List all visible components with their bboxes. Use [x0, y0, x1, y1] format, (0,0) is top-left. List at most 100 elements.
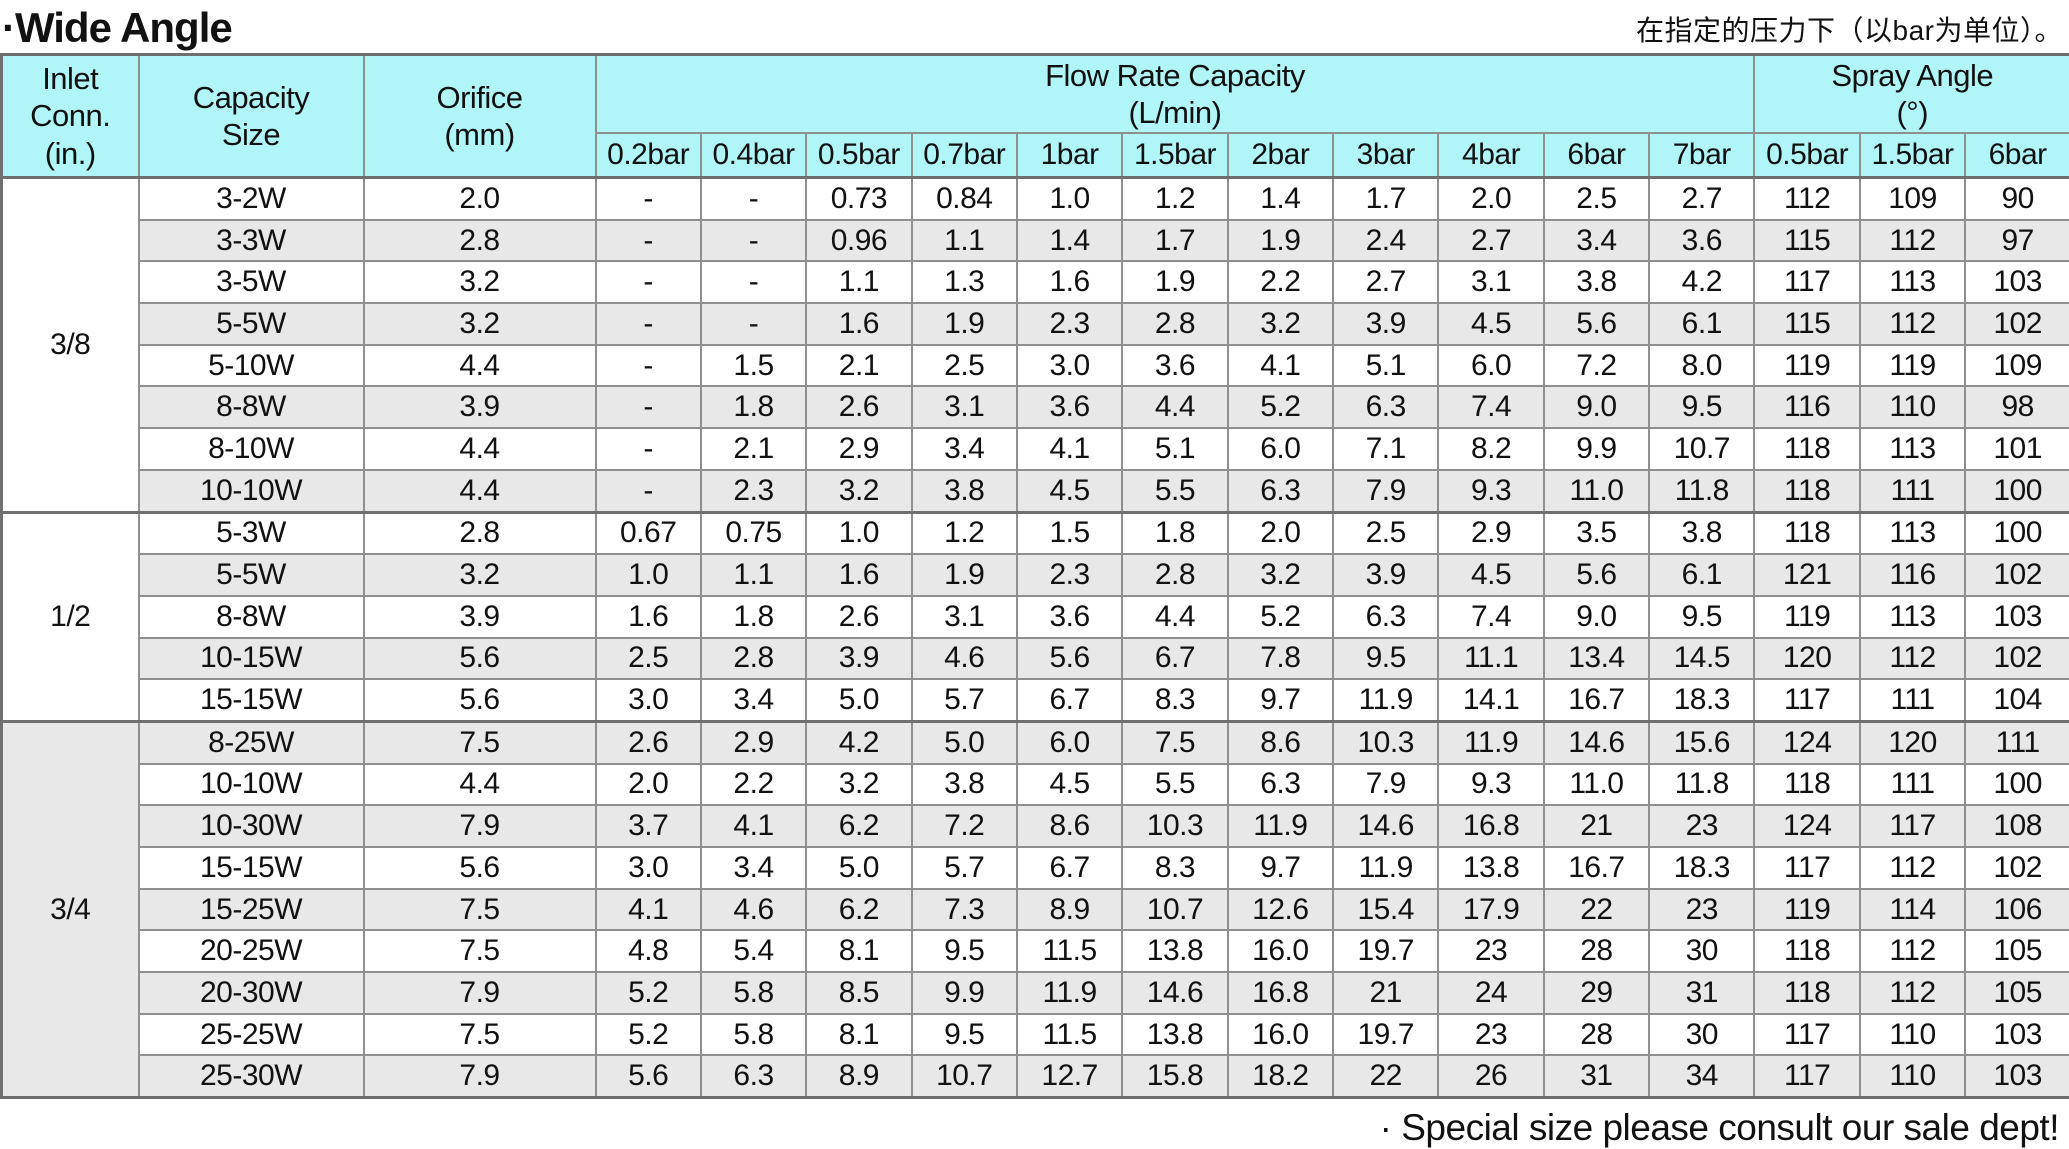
flow-cell: -	[596, 178, 701, 220]
flow-cell: 6.0	[1017, 721, 1122, 763]
flow-cell: -	[701, 261, 806, 303]
orifice-cell: 3.2	[364, 554, 596, 596]
flow-cell: 3.2	[1228, 554, 1333, 596]
flow-cell: 16.7	[1544, 847, 1649, 889]
flow-cell: 7.8	[1228, 638, 1333, 680]
flow-cell: 0.84	[912, 178, 1017, 220]
flow-cell: 16.7	[1544, 679, 1649, 721]
spray-cell: 117	[1754, 261, 1859, 303]
flow-cell: 11.8	[1649, 764, 1754, 806]
flow-cell: 19.7	[1333, 1014, 1438, 1056]
flow-cell: 1.2	[1122, 178, 1227, 220]
flow-cell: 5.8	[701, 972, 806, 1014]
flow-cell: 3.4	[701, 847, 806, 889]
orifice-cell: 7.5	[364, 930, 596, 972]
flow-cell: 7.9	[1333, 764, 1438, 806]
spray-cell: 119	[1860, 345, 1965, 387]
spec-table: Inlet Conn. (in.) Capacity Size Orifice …	[0, 53, 2069, 1099]
flow-cell: -	[596, 261, 701, 303]
flow-cell: 6.0	[1438, 345, 1543, 387]
spray-cell: 117	[1754, 1014, 1859, 1056]
orifice-cell: 7.9	[364, 805, 596, 847]
inlet-conn-header: Inlet Conn. (in.)	[2, 55, 139, 178]
flow-cell: 9.7	[1228, 679, 1333, 721]
flow-cell: 2.0	[1438, 178, 1543, 220]
flow-cell: 12.6	[1228, 889, 1333, 931]
orifice-cell: 4.4	[364, 428, 596, 470]
flow-cell: 3.4	[701, 679, 806, 721]
capacity-size-cell: 15-25W	[139, 889, 364, 931]
flow-cell: 28	[1544, 1014, 1649, 1056]
flow-cell: 10.7	[1122, 889, 1227, 931]
capacity-size-cell: 15-15W	[139, 847, 364, 889]
spray-cell: 118	[1754, 512, 1859, 554]
flow-cell: 31	[1544, 1055, 1649, 1097]
flow-cell: 2.7	[1438, 220, 1543, 262]
flow-cell: 3.9	[1333, 303, 1438, 345]
flow-cell: 9.0	[1544, 596, 1649, 638]
flow-cell: 8.0	[1649, 345, 1754, 387]
flow-cell: 5.6	[1544, 554, 1649, 596]
pressure-col-header: 3bar	[1333, 133, 1438, 178]
flow-cell: 5.0	[806, 847, 911, 889]
flow-cell: 1.1	[806, 261, 911, 303]
flow-cell: -	[701, 220, 806, 262]
flow-cell: -	[596, 220, 701, 262]
flow-cell: 1.8	[701, 596, 806, 638]
flow-cell: 2.0	[596, 764, 701, 806]
flow-cell: 22	[1333, 1055, 1438, 1097]
spray-cell: 103	[1965, 596, 2069, 638]
flow-cell: 4.5	[1017, 764, 1122, 806]
spray-cell: 118	[1754, 428, 1859, 470]
flow-cell: 2.5	[596, 638, 701, 680]
spray-cell: 113	[1860, 428, 1965, 470]
flow-cell: 2.8	[1122, 303, 1227, 345]
flow-cell: 1.4	[1228, 178, 1333, 220]
flow-cell: 4.6	[912, 638, 1017, 680]
flow-cell: 22	[1544, 889, 1649, 931]
flow-cell: 15.8	[1122, 1055, 1227, 1097]
spray-cell: 112	[1860, 930, 1965, 972]
flow-cell: 4.4	[1122, 596, 1227, 638]
flow-cell: 2.6	[806, 596, 911, 638]
flow-cell: 16.8	[1438, 805, 1543, 847]
header-group-row: Inlet Conn. (in.) Capacity Size Orifice …	[2, 55, 2069, 134]
flow-cell: 9.5	[1649, 596, 1754, 638]
flow-cell: -	[596, 470, 701, 512]
flow-cell: 0.75	[701, 512, 806, 554]
flow-cell: 17.9	[1438, 889, 1543, 931]
capacity-size-cell: 25-25W	[139, 1014, 364, 1056]
flow-cell: 6.2	[806, 805, 911, 847]
flow-cell: 5.7	[912, 679, 1017, 721]
orifice-cell: 5.6	[364, 679, 596, 721]
flow-cell: 31	[1649, 972, 1754, 1014]
spray-cell: 98	[1965, 386, 2069, 428]
flow-cell: 11.9	[1333, 679, 1438, 721]
flow-cell: 5.2	[596, 1014, 701, 1056]
flow-cell: 6.3	[1228, 470, 1333, 512]
capacity-size-cell: 10-10W	[139, 764, 364, 806]
spray-cell: 110	[1860, 386, 1965, 428]
page-title: ·Wide Angle	[2, 5, 232, 51]
flow-cell: 6.1	[1649, 303, 1754, 345]
flow-cell: 2.7	[1333, 261, 1438, 303]
flow-cell: 8.1	[806, 930, 911, 972]
flow-cell: 14.6	[1544, 721, 1649, 763]
flow-cell: 1.9	[912, 554, 1017, 596]
flow-cell: 3.9	[806, 638, 911, 680]
spray-cell: 102	[1965, 847, 2069, 889]
flow-cell: 6.1	[1649, 554, 1754, 596]
flow-cell: 2.8	[1122, 554, 1227, 596]
spray-cell: 117	[1754, 1055, 1859, 1097]
orifice-cell: 7.5	[364, 889, 596, 931]
flow-cell: 15.6	[1649, 721, 1754, 763]
flow-cell: 8.6	[1228, 721, 1333, 763]
